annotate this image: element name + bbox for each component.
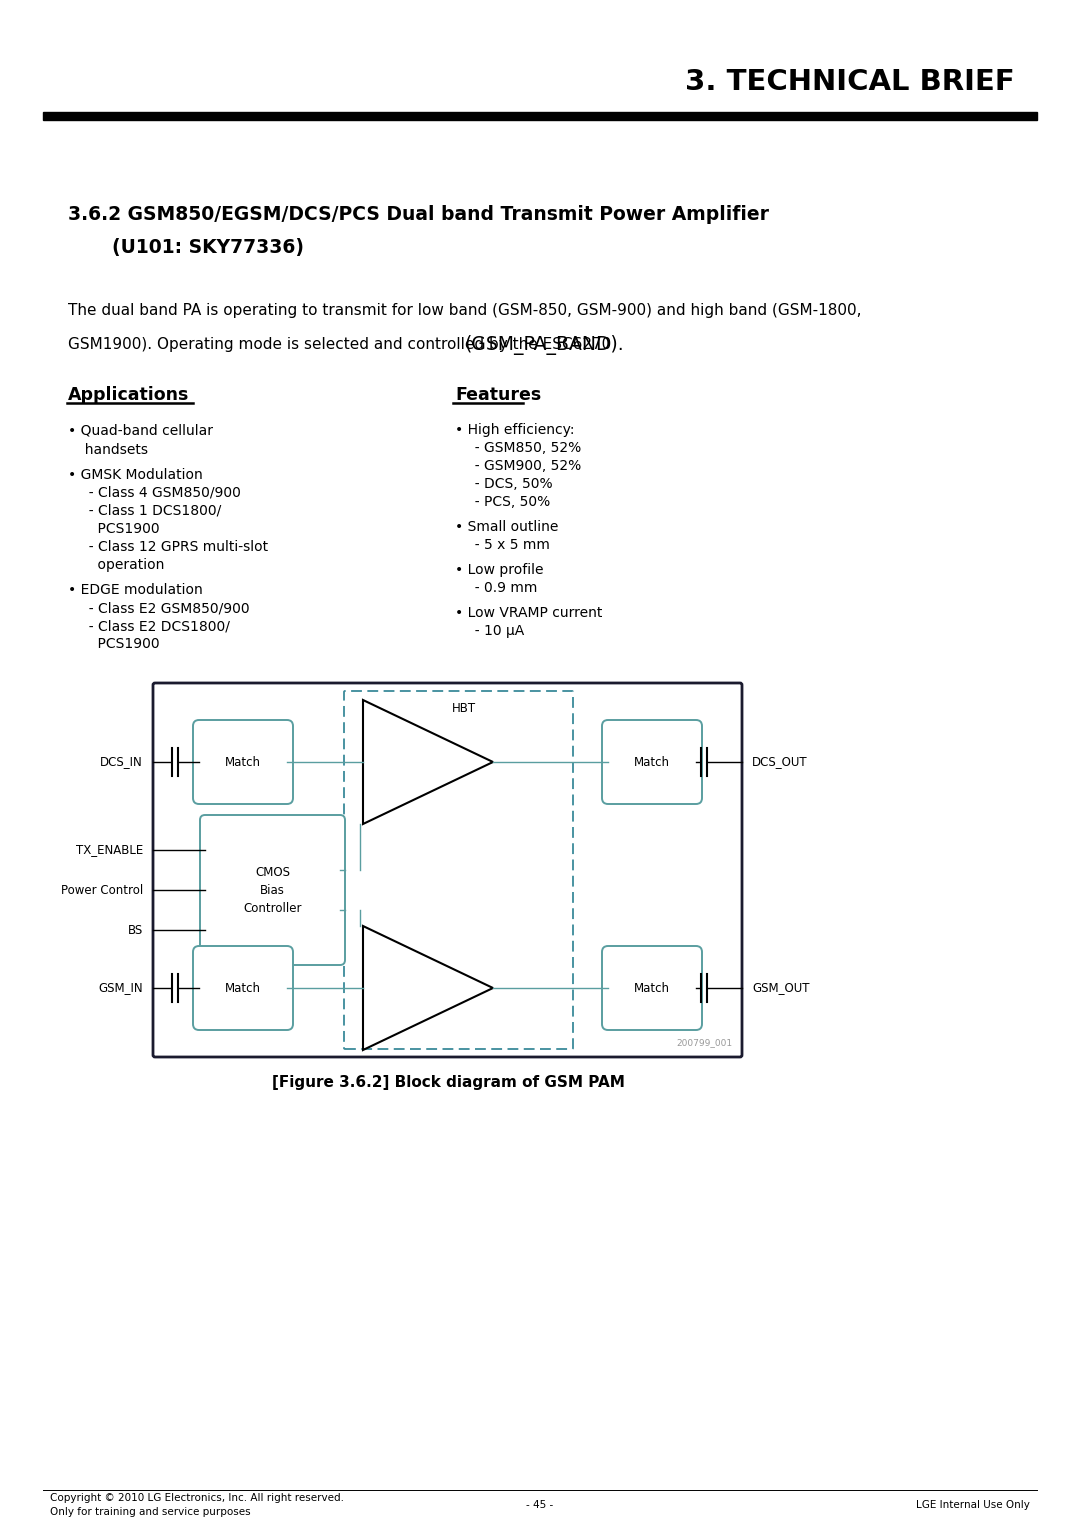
- Text: GSM1900). Operating mode is selected and controlled by the ESC6270: GSM1900). Operating mode is selected and…: [68, 337, 616, 353]
- Text: - 0.9 mm: - 0.9 mm: [465, 580, 538, 596]
- Text: Copyright © 2010 LG Electronics, Inc. All right reserved.
Only for training and : Copyright © 2010 LG Electronics, Inc. Al…: [50, 1492, 345, 1518]
- Text: PCS1900: PCS1900: [80, 522, 160, 536]
- Text: • Quad-band cellular: • Quad-band cellular: [68, 423, 213, 437]
- Text: DCS_IN: DCS_IN: [100, 756, 143, 768]
- Text: handsets: handsets: [76, 443, 148, 457]
- FancyBboxPatch shape: [193, 721, 293, 805]
- Text: Applications: Applications: [68, 386, 189, 405]
- Text: GSM_OUT: GSM_OUT: [752, 982, 810, 994]
- Text: • GMSK Modulation: • GMSK Modulation: [68, 467, 203, 483]
- Text: GSM_IN: GSM_IN: [98, 982, 143, 994]
- Text: - Class E2 DCS1800/: - Class E2 DCS1800/: [80, 618, 230, 634]
- Text: • Low VRAMP current: • Low VRAMP current: [455, 606, 603, 620]
- Text: BS: BS: [127, 924, 143, 936]
- Text: Match: Match: [634, 982, 670, 994]
- Text: 3. TECHNICAL BRIEF: 3. TECHNICAL BRIEF: [685, 69, 1015, 96]
- FancyBboxPatch shape: [602, 721, 702, 805]
- Text: - PCS, 50%: - PCS, 50%: [465, 495, 550, 508]
- FancyBboxPatch shape: [200, 815, 345, 965]
- Text: Match: Match: [634, 756, 670, 768]
- Text: - 10 μA: - 10 μA: [465, 625, 524, 638]
- Text: (GSM_PA_BAND).: (GSM_PA_BAND).: [464, 334, 624, 354]
- Text: - Class 1 DCS1800/: - Class 1 DCS1800/: [80, 504, 221, 518]
- Text: - Class 12 GPRS multi-slot: - Class 12 GPRS multi-slot: [80, 541, 268, 554]
- FancyBboxPatch shape: [345, 692, 573, 1049]
- Text: DCS_OUT: DCS_OUT: [752, 756, 808, 768]
- Text: - DCS, 50%: - DCS, 50%: [465, 476, 553, 492]
- Text: - 45 -: - 45 -: [526, 1500, 554, 1510]
- Text: CMOS
Bias
Controller: CMOS Bias Controller: [243, 866, 301, 915]
- Text: - GSM850, 52%: - GSM850, 52%: [465, 441, 581, 455]
- Text: - GSM900, 52%: - GSM900, 52%: [465, 460, 581, 473]
- Text: • Low profile: • Low profile: [455, 563, 543, 577]
- Text: 3.6.2 GSM850/EGSM/DCS/PCS Dual band Transmit Power Amplifier: 3.6.2 GSM850/EGSM/DCS/PCS Dual band Tran…: [68, 206, 769, 224]
- FancyBboxPatch shape: [153, 683, 742, 1057]
- Text: - Class 4 GSM850/900: - Class 4 GSM850/900: [80, 486, 241, 499]
- Text: TX_ENABLE: TX_ENABLE: [76, 843, 143, 857]
- Text: PCS1900: PCS1900: [80, 637, 160, 651]
- Text: [Figure 3.6.2] Block diagram of GSM PAM: [Figure 3.6.2] Block diagram of GSM PAM: [271, 1075, 624, 1089]
- Text: The dual band PA is operating to transmit for low band (GSM-850, GSM-900) and hi: The dual band PA is operating to transmi…: [68, 302, 862, 318]
- FancyBboxPatch shape: [193, 947, 293, 1031]
- Text: Match: Match: [225, 756, 261, 768]
- Text: - 5 x 5 mm: - 5 x 5 mm: [465, 538, 550, 551]
- Text: • EDGE modulation: • EDGE modulation: [68, 583, 203, 597]
- Text: 200799_001: 200799_001: [676, 1038, 732, 1048]
- Text: operation: operation: [80, 557, 164, 573]
- Bar: [43, 111, 1037, 121]
- FancyBboxPatch shape: [602, 947, 702, 1031]
- Text: Features: Features: [455, 386, 541, 405]
- Text: (U101: SKY77336): (U101: SKY77336): [112, 238, 303, 258]
- Text: • Small outline: • Small outline: [455, 521, 558, 534]
- Text: Match: Match: [225, 982, 261, 994]
- Text: HBT: HBT: [451, 701, 475, 715]
- Text: • High efficiency:: • High efficiency:: [455, 423, 575, 437]
- Text: - Class E2 GSM850/900: - Class E2 GSM850/900: [80, 602, 249, 615]
- Text: LGE Internal Use Only: LGE Internal Use Only: [916, 1500, 1030, 1510]
- Text: Power Control: Power Control: [60, 884, 143, 896]
